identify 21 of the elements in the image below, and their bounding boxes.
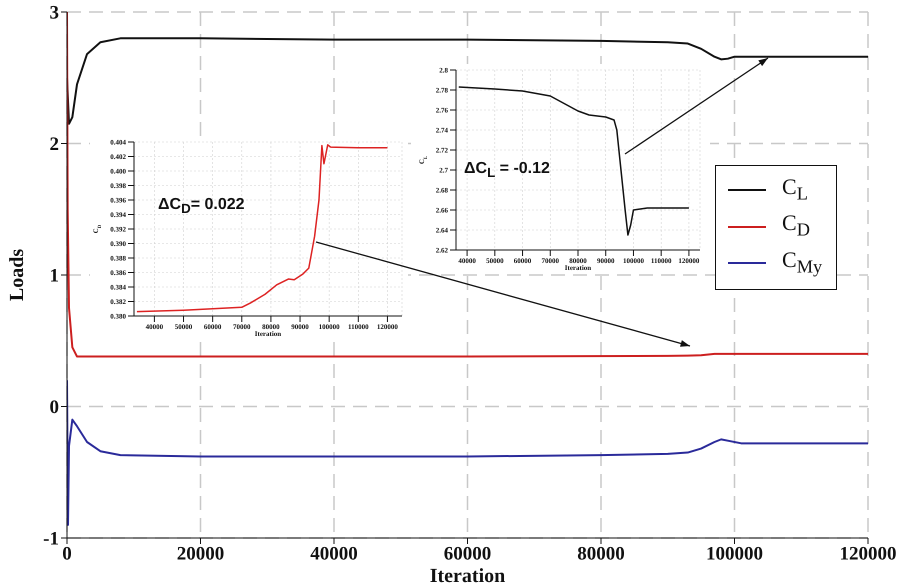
line-series <box>67 379 868 526</box>
y-tick-label: 1 <box>50 266 59 287</box>
legend-label: C$_{My}$ <box>782 246 822 278</box>
y-tick-label: -1 <box>43 528 59 550</box>
y-tick-label: 3 <box>50 2 59 24</box>
x-tick-label: 60000 <box>444 543 492 564</box>
x-tick-label: 80000 <box>577 543 625 564</box>
line-series <box>458 86 690 236</box>
line-series <box>136 144 388 312</box>
annotation: ΔC$_{D}$= 0.022 <box>158 196 245 216</box>
y-tick-label: 0 <box>50 397 59 418</box>
x-tick-label: 40000 <box>310 543 358 564</box>
legend-label: C$_{L}$ <box>782 173 808 206</box>
x-tick-label: 120000 <box>840 543 896 564</box>
y-axis-title: Loads <box>6 248 28 302</box>
y-tick-label: 2 <box>50 134 59 156</box>
legend-label: C$_{D}$ <box>782 209 810 242</box>
x-axis-title: Iteration <box>430 565 506 586</box>
x-tick-label: 20000 <box>176 543 224 564</box>
x-tick-label: 100000 <box>706 543 763 564</box>
annotation: ΔC$_{L}$ = -0.12 <box>464 160 550 180</box>
